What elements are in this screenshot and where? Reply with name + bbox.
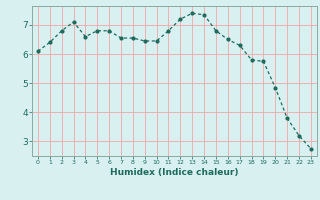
X-axis label: Humidex (Indice chaleur): Humidex (Indice chaleur)	[110, 168, 239, 177]
